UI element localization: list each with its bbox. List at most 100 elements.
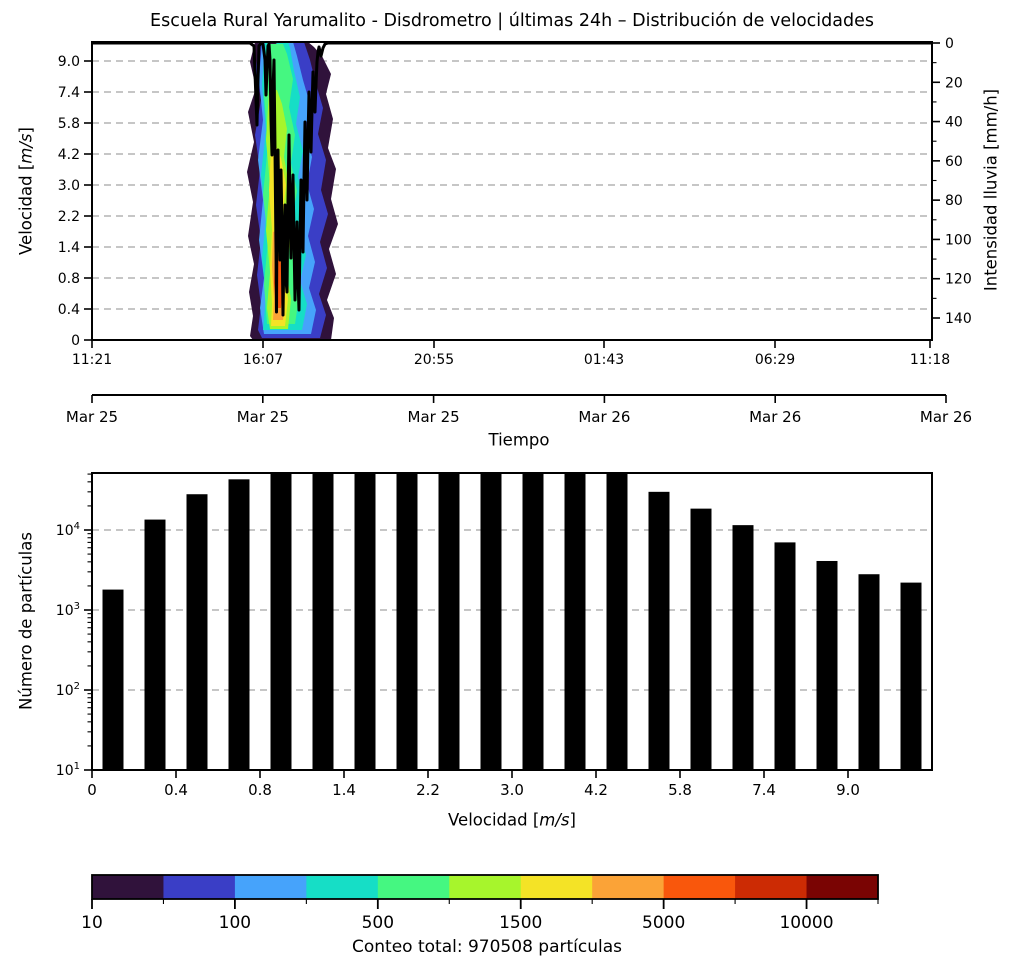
- colorbar-segment: [663, 875, 736, 899]
- x-tick-label-velocity: 7.4: [752, 781, 776, 799]
- colorbar-segment: [735, 875, 808, 899]
- y-tick-label-intensity: 120: [945, 272, 972, 288]
- colorbar-segment: [520, 875, 593, 899]
- colorbar-tick-label: 1500: [499, 913, 542, 933]
- colorbar-tick-label: 10000: [779, 913, 833, 933]
- x-tick-label-velocity: 0.4: [164, 781, 188, 799]
- y-tick-label-velocity: 1.4: [58, 240, 80, 256]
- histogram-bar: [270, 473, 292, 770]
- colorbar-tick-label: 500: [362, 913, 394, 933]
- histogram-bar: [564, 473, 586, 770]
- histogram-bar: [816, 560, 838, 770]
- histogram-bar: [774, 542, 796, 770]
- colorbar-segment: [377, 875, 450, 899]
- x-axis-label-tiempo: Tiempo: [488, 430, 550, 450]
- date-tick-label: Mar 25: [237, 408, 289, 426]
- y-tick-label-velocity: 0: [71, 333, 80, 349]
- histogram-bar: [312, 473, 334, 770]
- date-tick-label: Mar 26: [749, 408, 801, 426]
- histogram-bar: [396, 473, 418, 770]
- x-axis-label-velocidad-math: m/s: [539, 810, 570, 830]
- histogram-bar: [648, 491, 670, 770]
- rain-intensity-line: [92, 42, 932, 317]
- y-tick-label-intensity: 60: [945, 154, 963, 170]
- histogram-bar: [522, 473, 544, 770]
- colorbar-segment: [92, 875, 164, 899]
- colorbar-segment: [449, 875, 522, 899]
- axes-spines: [91, 41, 933, 341]
- y-tick-label-velocity: 4.2: [58, 147, 80, 163]
- x-axis-label-velocidad: Velocidad [m/s]: [448, 811, 576, 830]
- axes-spines: [91, 472, 933, 771]
- x-tick-label-velocity: 9.0: [836, 781, 860, 799]
- y-tick-label-log: 103: [56, 601, 80, 619]
- histogram-bar: [690, 508, 712, 770]
- colorbar-segment: [306, 875, 379, 899]
- date-tick-label: Mar 26: [920, 408, 972, 426]
- date-axis: Mar 25 Mar 25 Mar 25 Mar 26 Mar 26 Mar 26: [66, 394, 972, 426]
- x-tick-label-time: 20:55: [414, 352, 454, 368]
- x-tick-label-velocity: 4.2: [584, 781, 608, 799]
- colorbar: 10 100 500 1500 5000 10000: [81, 874, 879, 933]
- x-axis-label-velocidad-prefix: Velocidad [: [448, 810, 540, 830]
- x-tick-label-velocity: 0: [87, 781, 97, 799]
- y-tick-label-intensity: 100: [945, 232, 972, 248]
- y-axis-label-velocity-suffix: ]: [16, 127, 36, 134]
- histogram-bar: [102, 589, 124, 770]
- y-tick-label-velocity: 9.0: [58, 54, 80, 70]
- histogram-bar: [900, 582, 922, 770]
- x-tick-label-velocity: 3.0: [500, 781, 524, 799]
- y-axis-label-particulas: Número de partículas: [16, 532, 36, 710]
- colorbar-segment: [163, 875, 236, 899]
- x-tick-label-time: 01:43: [584, 352, 624, 368]
- histogram-bar: [732, 525, 754, 770]
- x-axis-label-velocidad-suffix: ]: [569, 810, 576, 830]
- colorbar-caption: Conteo total: 970508 partículas: [352, 937, 622, 957]
- x-tick-label-velocity: 5.8: [668, 781, 692, 799]
- histogram-bar: [228, 479, 250, 770]
- rain-intensity-line-group: [92, 42, 932, 317]
- particle-histogram: 104 103 102 101 0 0.4 0.8 1.4 2.2 3.0 4.2 5.8 7.4 9.0: [56, 472, 933, 799]
- histogram-bar: [438, 473, 460, 770]
- histogram-bar: [144, 519, 166, 770]
- colorbar-segment: [592, 875, 665, 899]
- histogram-bar: [606, 473, 628, 770]
- y-tick-label-log: 101: [56, 761, 80, 779]
- y-tick-label-intensity: 20: [945, 75, 963, 91]
- x-tick-label-velocity: 2.2: [416, 781, 440, 799]
- y-tick-label-intensity: 140: [945, 311, 972, 327]
- y-tick-label-log: 102: [56, 681, 80, 699]
- x-tick-label-velocity: 0.8: [248, 781, 272, 799]
- histogram-bar: [858, 574, 880, 770]
- colorbar-tick-label: 5000: [642, 913, 685, 933]
- y-tick-label-velocity: 0.4: [58, 302, 80, 318]
- date-tick-label: Mar 26: [578, 408, 630, 426]
- date-tick-label: Mar 25: [408, 408, 460, 426]
- y-tick-label-intensity: 80: [945, 193, 963, 209]
- y-tick-label-intensity: 40: [945, 115, 963, 131]
- x-tick-label-velocity: 1.4: [332, 781, 356, 799]
- y-axis-label-velocity-math: m/s: [16, 133, 36, 164]
- x-tick-label-time: 16:07: [243, 352, 283, 368]
- histogram-bar: [480, 473, 502, 770]
- x-tick-label-time: 11:21: [72, 352, 112, 368]
- y-tick-label-velocity: 7.4: [58, 85, 80, 101]
- y-axis-label-intensity: Intensidad lluvia [mm/h]: [981, 88, 1001, 292]
- histogram-bar: [186, 494, 208, 770]
- y-axis-label-velocity-prefix: Velocidad [: [16, 163, 36, 255]
- colorbar-segment: [234, 875, 307, 899]
- velocity-time-chart: 0 0.4 0.8 1.4 2.2 3.0 4.2 5.8 7.4 9.0 11:21 16:07 20…: [58, 36, 972, 368]
- colorbar-segment: [806, 875, 879, 899]
- y-axis-label-velocity: Velocidad [m/s]: [17, 127, 36, 255]
- histogram-bar: [354, 473, 376, 770]
- colorbar-border: [91, 874, 879, 900]
- y-tick-label-velocity: 3.0: [58, 178, 80, 194]
- x-tick-label-time: 11:18: [910, 352, 950, 368]
- y-tick-label-velocity: 5.8: [58, 116, 80, 132]
- colorbar-tick-label: 100: [219, 913, 251, 933]
- date-tick-label: Mar 25: [66, 408, 118, 426]
- y-tick-label-intensity: 0: [945, 36, 954, 52]
- y-tick-label-log: 104: [56, 521, 80, 539]
